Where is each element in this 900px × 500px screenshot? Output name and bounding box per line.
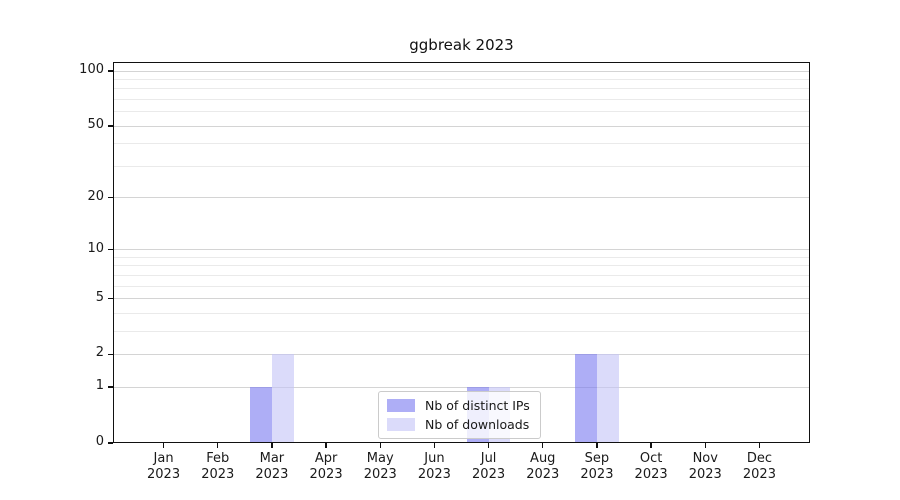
gridline-minor xyxy=(113,78,810,80)
y-tick-mark xyxy=(108,442,113,444)
y-tick-label: 1 xyxy=(95,378,104,394)
x-tick-mark xyxy=(217,443,219,448)
bar-nb-of-downloads-mar-2023 xyxy=(271,354,294,443)
x-tick-mark xyxy=(650,443,652,448)
x-tick-mark xyxy=(704,443,706,448)
x-tick-year: 2023 xyxy=(688,466,722,482)
x-tick-mark xyxy=(162,443,165,448)
legend-swatch-nb-of-distinct-ips xyxy=(387,399,415,412)
bar-nb-of-distinct-ips-sep-2023 xyxy=(575,354,597,443)
y-tick-mark xyxy=(108,125,113,127)
x-tick-month: Sep xyxy=(584,451,610,466)
x-tick-year: 2023 xyxy=(580,466,614,482)
gridline-major xyxy=(113,125,810,127)
y-tick-label: 100 xyxy=(79,62,104,78)
legend-item-label: Nb of downloads xyxy=(425,417,530,432)
x-tick-month: May xyxy=(366,451,394,466)
x-tick-year: 2023 xyxy=(255,466,289,482)
chart-title: ggbreak 2023 xyxy=(409,36,514,54)
y-tick-label: 20 xyxy=(87,188,104,204)
gridline-major xyxy=(113,249,810,251)
x-tick-year: 2023 xyxy=(742,466,776,482)
x-tick-label-jan-2023: Jan 2023 xyxy=(132,451,196,482)
y-tick-label: 50 xyxy=(87,117,104,133)
y-tick-label: 0 xyxy=(95,434,104,449)
x-tick-month: Jan xyxy=(153,451,174,466)
gridline-major xyxy=(113,197,810,199)
y-tick-mark xyxy=(108,353,113,356)
x-tick-label-jun-2023: Jun 2023 xyxy=(402,451,466,482)
x-tick-month: Jun xyxy=(424,451,445,466)
x-tick-month: Apr xyxy=(314,451,338,466)
x-tick-label-oct-2023: Oct 2023 xyxy=(619,451,683,482)
gridline-minor xyxy=(113,312,810,314)
x-tick-year: 2023 xyxy=(363,466,397,482)
gridline-minor xyxy=(113,165,810,167)
legend-item-label: Nb of distinct IPs xyxy=(425,398,530,413)
gridline-minor xyxy=(113,98,810,100)
x-tick-mark xyxy=(542,443,544,448)
y-tick-label: 10 xyxy=(87,240,104,256)
gridline-major xyxy=(113,70,810,72)
x-tick-mark xyxy=(596,443,598,448)
x-tick-mark xyxy=(379,443,381,448)
x-tick-month: Feb xyxy=(206,451,230,466)
gridline-minor xyxy=(113,88,810,90)
gridline-minor xyxy=(113,111,810,113)
x-tick-mark xyxy=(271,443,273,448)
gridline-major xyxy=(113,298,810,300)
gridline-minor xyxy=(113,143,810,145)
x-tick-label-sep-2023: Sep 2023 xyxy=(565,451,629,482)
x-tick-mark xyxy=(487,443,490,448)
gridline-minor xyxy=(113,265,810,267)
x-tick-label-apr-2023: Apr 2023 xyxy=(294,451,358,482)
x-tick-year: 2023 xyxy=(309,466,343,482)
legend-item-nb-of-distinct-ips: Nb of distinct IPs xyxy=(387,398,530,413)
x-tick-month: Dec xyxy=(746,451,772,466)
bar-nb-of-distinct-ips-mar-2023 xyxy=(250,387,272,443)
gridline-minor xyxy=(113,285,810,287)
gridline-minor xyxy=(113,256,810,258)
y-tick-mark xyxy=(108,386,113,388)
x-tick-month: Aug xyxy=(530,451,556,466)
x-tick-label-feb-2023: Feb 2023 xyxy=(186,451,250,482)
y-tick-mark xyxy=(108,297,113,300)
gridline-minor xyxy=(113,274,810,276)
legend-item-nb-of-downloads: Nb of downloads xyxy=(387,417,530,432)
x-tick-year: 2023 xyxy=(634,466,668,482)
x-tick-mark xyxy=(325,443,327,448)
x-tick-year: 2023 xyxy=(201,466,235,482)
x-tick-label-dec-2023: Dec 2023 xyxy=(727,451,791,482)
y-tick-mark xyxy=(108,196,113,199)
x-tick-year: 2023 xyxy=(472,466,506,482)
gridline-minor xyxy=(113,330,810,332)
legend-swatch-nb-of-downloads xyxy=(387,418,415,431)
x-tick-month: Nov xyxy=(692,451,718,466)
y-tick-mark xyxy=(108,249,113,251)
y-tick-label: 5 xyxy=(95,289,104,305)
x-tick-year: 2023 xyxy=(417,466,451,482)
x-tick-label-may-2023: May 2023 xyxy=(348,451,412,482)
x-tick-label-jul-2023: Jul 2023 xyxy=(457,451,521,482)
gridline-major xyxy=(113,386,810,388)
x-tick-mark xyxy=(433,443,436,448)
x-tick-year: 2023 xyxy=(147,466,181,482)
x-tick-year: 2023 xyxy=(526,466,560,482)
x-tick-month: Mar xyxy=(259,451,285,466)
x-tick-month: Jul xyxy=(480,451,497,466)
bar-nb-of-downloads-sep-2023 xyxy=(596,354,619,443)
x-tick-label-nov-2023: Nov 2023 xyxy=(673,451,737,482)
x-tick-month: Oct xyxy=(639,451,663,466)
legend: Nb of distinct IPs Nb of downloads xyxy=(378,391,541,439)
x-tick-label-mar-2023: Mar 2023 xyxy=(240,451,304,482)
x-tick-label-aug-2023: Aug 2023 xyxy=(511,451,575,482)
x-tick-mark xyxy=(758,443,761,448)
gridline-major xyxy=(113,353,810,355)
y-tick-mark xyxy=(108,70,113,72)
y-tick-label: 2 xyxy=(95,345,104,361)
